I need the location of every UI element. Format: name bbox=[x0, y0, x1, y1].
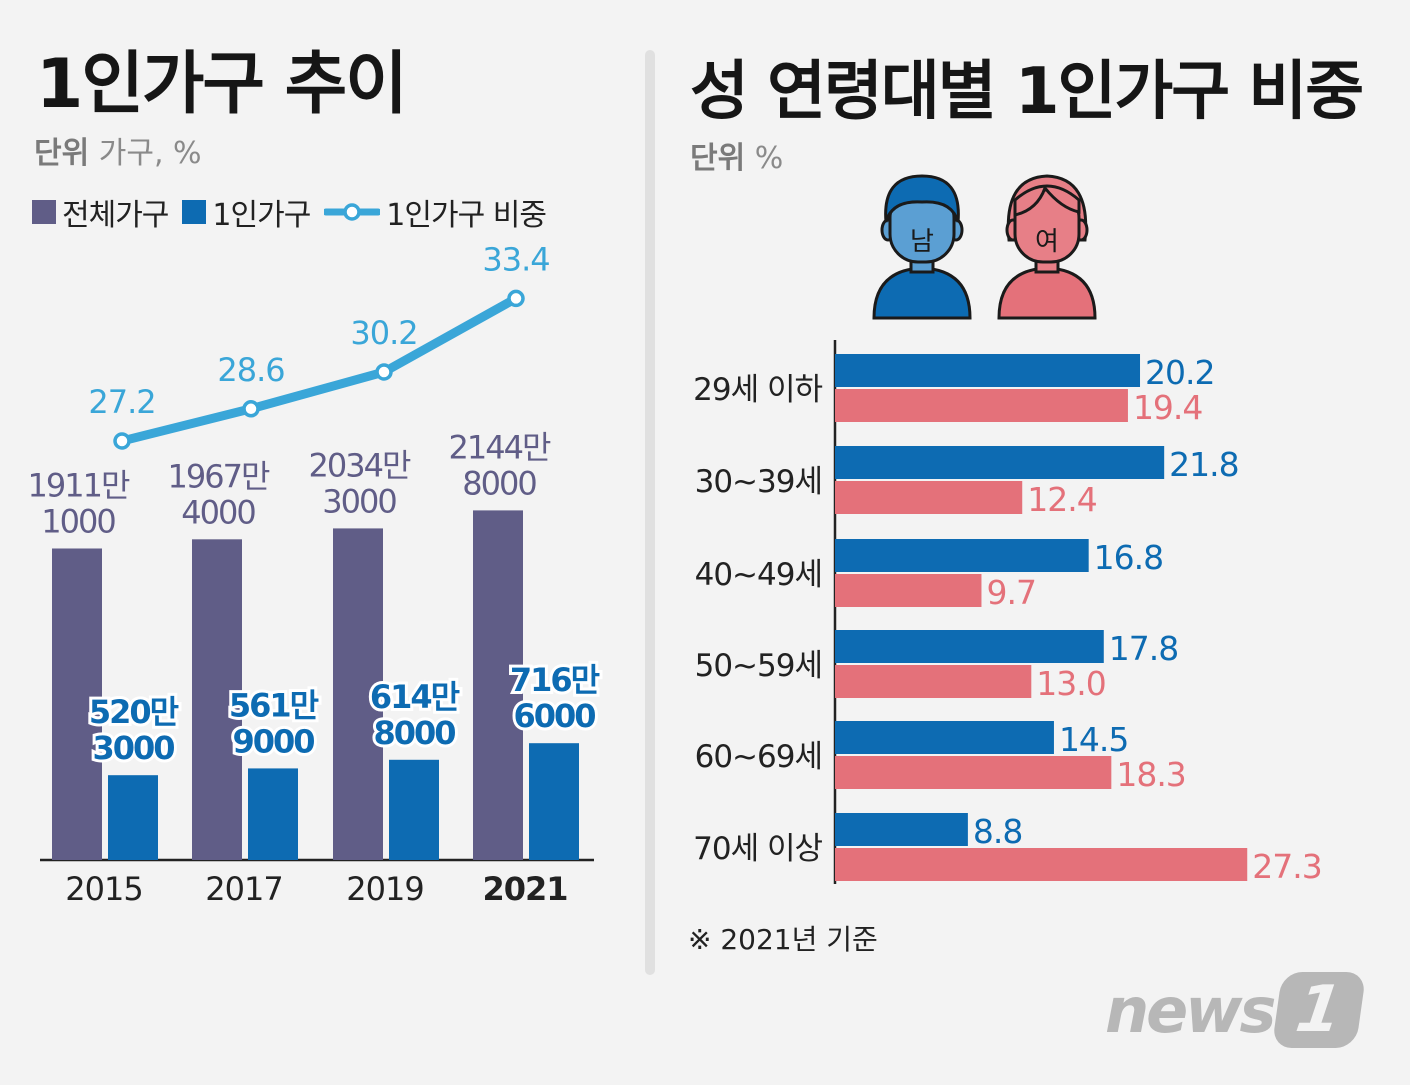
bar-female-0 bbox=[835, 389, 1128, 422]
age-label-5: 70세 이상 bbox=[693, 831, 822, 867]
left-legend: 전체가구 1인가구 1인가구 비중 bbox=[32, 190, 547, 234]
bar-single-2017 bbox=[248, 768, 298, 860]
x-tick-2015: 2015 bbox=[65, 870, 142, 908]
total-label-2021-line2: 8000 bbox=[462, 464, 536, 502]
male-value-0: 20.2 bbox=[1145, 353, 1214, 392]
bar-female-5 bbox=[835, 848, 1248, 881]
ratio-label-2019: 30.2 bbox=[350, 314, 417, 352]
bar-male-4 bbox=[835, 721, 1054, 754]
ratio-label-2017: 28.6 bbox=[217, 351, 284, 389]
bar-female-4 bbox=[835, 756, 1112, 789]
logo-text: news bbox=[1105, 973, 1276, 1047]
male-icon-body bbox=[872, 266, 972, 320]
ratio-line bbox=[117, 293, 521, 446]
single-label-2017-line1: 561만 bbox=[229, 686, 319, 724]
ratio-label-2015: 27.2 bbox=[88, 383, 155, 421]
single-label-2019-line2: 8000 bbox=[373, 714, 455, 752]
female-icon: 여 bbox=[997, 174, 1097, 320]
ratio-point-2021 bbox=[507, 289, 525, 308]
female-value-1: 12.4 bbox=[1027, 480, 1096, 519]
bar-male-1 bbox=[835, 446, 1165, 479]
total-label-2019-line2: 3000 bbox=[322, 482, 396, 520]
logo-mark: 1 bbox=[1272, 972, 1367, 1048]
base-year-note: ※ 2021년 기준 bbox=[688, 923, 878, 956]
age-label-3: 50~59세 bbox=[695, 648, 822, 684]
legend-swatch-single bbox=[182, 200, 207, 224]
total-label-2015-line2: 1000 bbox=[41, 502, 115, 540]
female-value-0: 19.4 bbox=[1133, 388, 1202, 427]
female-icon-label: 여 bbox=[1035, 227, 1059, 257]
bar-male-2 bbox=[835, 539, 1089, 572]
female-value-5: 27.3 bbox=[1252, 847, 1321, 886]
age-label-2: 40~49세 bbox=[695, 557, 822, 593]
right-unit-note: 단위 % bbox=[690, 133, 783, 177]
total-label-2017-line1: 1967만 bbox=[168, 457, 270, 495]
right-chart-title: 성 연령대별 1인가구 비중 bbox=[690, 55, 1364, 129]
single-label-2015-line1: 520만 bbox=[89, 693, 179, 731]
bar-male-5 bbox=[835, 813, 968, 846]
panel-divider bbox=[645, 50, 655, 975]
bar-male-0 bbox=[835, 354, 1141, 387]
male-icon: 남 bbox=[872, 174, 972, 320]
left-unit-note: 단위 가구, % bbox=[34, 128, 202, 172]
age-label-0: 29세 이하 bbox=[693, 372, 822, 408]
x-tick-2019: 2019 bbox=[346, 870, 423, 908]
bar-female-1 bbox=[835, 481, 1023, 514]
male-value-3: 17.8 bbox=[1109, 629, 1178, 668]
female-icon-bangs bbox=[1013, 184, 1081, 217]
ratio-point-2019 bbox=[375, 363, 393, 381]
bar-total-2017 bbox=[192, 539, 242, 860]
single-label-2021-line2: 6000 bbox=[513, 697, 595, 735]
right-unit-value: % bbox=[754, 141, 784, 176]
ratio-point-2017 bbox=[242, 400, 260, 418]
total-label-2015-line1: 1911만 bbox=[28, 466, 130, 504]
legend-label-total: 전체가구 bbox=[62, 198, 169, 233]
bar-single-2019 bbox=[389, 759, 439, 860]
bar-male-3 bbox=[835, 630, 1104, 663]
male-value-2: 16.8 bbox=[1094, 538, 1163, 577]
bar-total-2019 bbox=[333, 528, 383, 860]
news1-logo: news 1 bbox=[1105, 972, 1367, 1048]
legend-label-ratio: 1인가구 비중 bbox=[386, 198, 547, 233]
age-label-1: 30~39세 bbox=[695, 464, 822, 500]
bar-single-2021 bbox=[529, 743, 579, 860]
age-label-4: 60~69세 bbox=[695, 739, 822, 775]
legend-swatch-total bbox=[32, 200, 56, 224]
bar-total-2021 bbox=[473, 510, 523, 860]
right-unit-label: 단위 bbox=[690, 141, 746, 176]
female-icon-body bbox=[997, 266, 1097, 320]
bar-total-2015 bbox=[52, 548, 102, 860]
left-chart-title: 1인가구 추이 bbox=[36, 45, 408, 124]
male-value-5: 8.8 bbox=[973, 812, 1022, 851]
male-icon-label: 남 bbox=[910, 227, 934, 257]
female-value-3: 13.0 bbox=[1036, 664, 1105, 703]
single-label-2019-line1: 614만 bbox=[370, 678, 460, 716]
female-value-2: 9.7 bbox=[986, 573, 1035, 612]
bar-female-2 bbox=[835, 574, 982, 607]
single-label-2017-line2: 9000 bbox=[232, 722, 314, 760]
male-value-1: 21.8 bbox=[1169, 445, 1238, 484]
ratio-point-2015 bbox=[113, 432, 131, 450]
female-value-4: 18.3 bbox=[1116, 755, 1185, 794]
bar-female-3 bbox=[835, 665, 1032, 698]
male-icon-hair bbox=[884, 174, 960, 223]
total-label-2019-line1: 2034만 bbox=[309, 446, 411, 484]
total-label-2021-line1: 2144만 bbox=[449, 428, 551, 466]
male-value-4: 14.5 bbox=[1059, 720, 1128, 759]
x-tick-2017: 2017 bbox=[205, 870, 282, 908]
left-unit-label: 단위 bbox=[34, 136, 90, 171]
left-unit-value: 가구, % bbox=[98, 136, 202, 171]
total-label-2017-line2: 4000 bbox=[181, 493, 255, 531]
ratio-label-2021: 33.4 bbox=[482, 240, 549, 278]
x-tick-2021: 2021 bbox=[482, 870, 567, 908]
single-label-2021-line1: 716만 bbox=[510, 661, 600, 699]
single-label-2015-line2: 3000 bbox=[92, 729, 174, 767]
bar-single-2015 bbox=[108, 775, 158, 860]
legend-label-single: 1인가구 bbox=[212, 198, 311, 233]
legend-line-icon bbox=[324, 203, 381, 221]
